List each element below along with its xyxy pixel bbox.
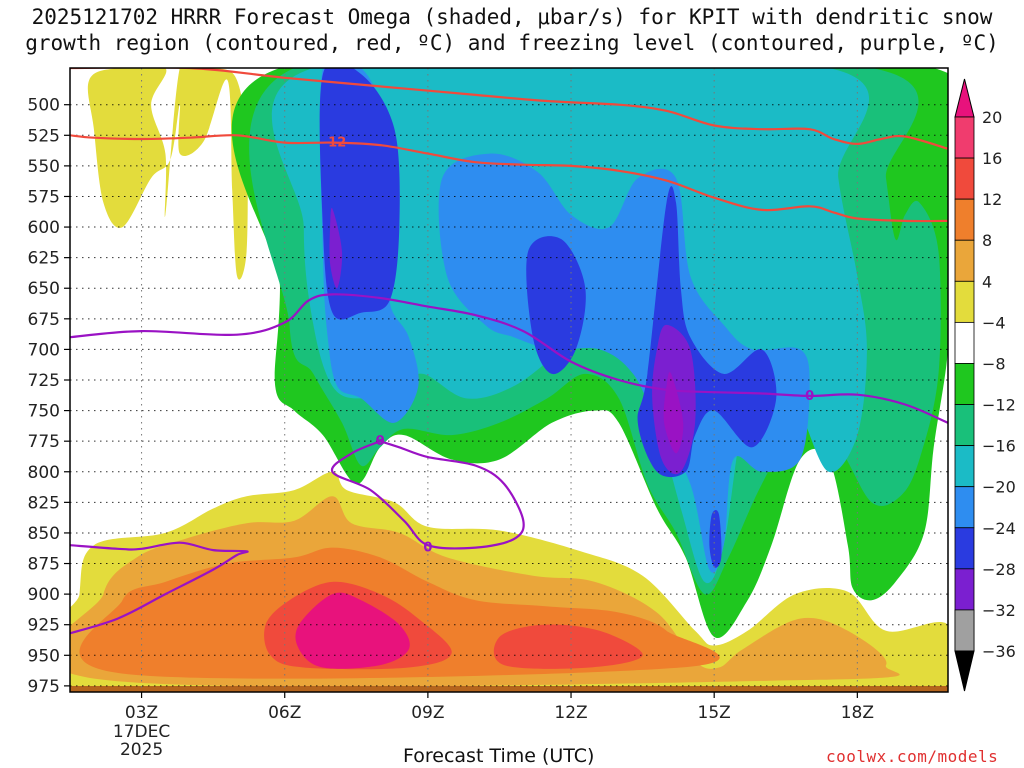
y-tick-label-725: 725 — [28, 371, 60, 391]
colorbar-swatch-3 — [954, 239, 975, 282]
y-tick-label-700: 700 — [28, 340, 60, 360]
colorbar-swatch-11 — [954, 568, 975, 611]
y-tick-label-625: 625 — [28, 249, 60, 269]
colorbar-label-10: −24 — [982, 519, 1016, 538]
y-tick-label-875: 875 — [28, 555, 60, 575]
freezing-level-contour — [70, 293, 948, 424]
y-tick-label-650: 650 — [28, 279, 60, 299]
colorbar-label-0: 20 — [982, 108, 1002, 127]
colorbar-swatch-6 — [954, 363, 975, 405]
colorbar-label-9: −20 — [982, 478, 1016, 497]
contour-lines — [70, 68, 948, 635]
colorbar-label-3: 8 — [982, 231, 992, 250]
colorbar-label-4: 4 — [982, 272, 992, 291]
y-tick-label-600: 600 — [28, 218, 60, 238]
chart-title: 2025121702 HRRR Forecast Omega (shaded, … — [0, 4, 1024, 56]
chart-title-line-1: 2025121702 HRRR Forecast Omega (shaded, … — [31, 5, 993, 29]
contour-label-1: 0 — [376, 434, 385, 449]
colorbar-swatch-10 — [954, 527, 975, 570]
colorbar-swatch-9 — [954, 486, 975, 529]
colorbar-swatch-last — [954, 609, 975, 652]
colorbar-label-11: −28 — [982, 560, 1016, 579]
colorbar-label-13: −36 — [982, 642, 1016, 661]
y-tick-label-775: 775 — [28, 432, 60, 452]
colorbar-label-2: 12 — [982, 190, 1002, 209]
y-tick-label-825: 825 — [28, 493, 60, 513]
omega-shading — [70, 68, 948, 692]
colorbar: 20 16 12 8 4 −4 −8 −12 −16 −20 −24 −28 −32 −36 — [954, 78, 1016, 692]
y-tick-label-750: 750 — [28, 402, 60, 422]
colorbar-label-7: −12 — [982, 396, 1016, 415]
chart-title-line-2: growth region (contoured, red, ºC) and f… — [25, 31, 999, 55]
colorbar-label-1: 16 — [982, 149, 1002, 168]
x-tick-sublabel-2025: 2025 — [120, 740, 163, 760]
colorbar-swatch-2 — [954, 198, 975, 241]
freezing-level-loop-contour — [330, 438, 525, 550]
colorbar-swatch-0 — [954, 116, 975, 159]
y-tick-label-900: 900 — [28, 585, 60, 605]
x-tick-label-15Z: 15Z — [698, 703, 731, 723]
colorbar-label-6: −8 — [982, 354, 1006, 373]
y-tick-label-925: 925 — [28, 616, 60, 636]
contour-labels: 12 0 0 0 — [328, 136, 814, 556]
y-tick-label-975: 975 — [28, 677, 60, 697]
x-tick-sublabel-17DEC: 17DEC — [113, 722, 170, 742]
omega-region-17 — [493, 624, 643, 669]
y-tick-label-950: 950 — [28, 646, 60, 666]
contour-label-2: 0 — [423, 541, 432, 556]
colorbar-swatch-4 — [954, 280, 975, 323]
colorbar-bottom-arrow — [954, 650, 975, 692]
x-tick-label-03Z: 03Z — [125, 703, 158, 723]
colorbar-top-arrow — [954, 78, 975, 118]
y-tick-label-850: 850 — [28, 524, 60, 544]
colorbar-swatch-5 — [954, 321, 975, 364]
y-axis: 500 525 550 575 600 625 650 675 700 725 750 775 800 8… — [28, 96, 70, 697]
omega-region-7 — [526, 236, 586, 375]
y-tick-label-500: 500 — [28, 96, 60, 116]
colorbar-label-5: −4 — [982, 313, 1006, 332]
x-tick-label-09Z: 09Z — [411, 703, 444, 723]
y-tick-label-575: 575 — [28, 187, 60, 207]
omega-region-18 — [295, 592, 410, 669]
contour-label-3: 0 — [805, 389, 814, 404]
y-tick-label-550: 550 — [28, 157, 60, 177]
credit-link[interactable]: coolwx.com/models — [826, 747, 999, 766]
contour-label-0: 12 — [328, 136, 346, 151]
omega-region-12 — [663, 372, 684, 454]
colorbar-label-8: −16 — [982, 437, 1016, 456]
colorbar-swatch-1 — [954, 157, 975, 200]
grid-lines — [70, 68, 948, 692]
x-axis-label: Forecast Time (UTC) — [403, 745, 595, 767]
omega-region-9 — [709, 509, 722, 568]
colorbar-swatch-8 — [954, 445, 975, 488]
y-tick-label-800: 800 — [28, 463, 60, 483]
freezing-level-low-contour — [70, 541, 249, 635]
dendritic-lower-contour — [70, 134, 948, 223]
dendritic-upper-contour — [70, 68, 948, 150]
colorbar-swatch-7 — [954, 404, 975, 447]
x-tick-label-06Z: 06Z — [268, 703, 301, 723]
omega-region-0 — [87, 68, 248, 280]
y-tick-label-525: 525 — [28, 126, 60, 146]
y-tick-label-675: 675 — [28, 310, 60, 330]
colorbar-label-12: −32 — [982, 601, 1016, 620]
x-tick-label-18Z: 18Z — [841, 703, 874, 723]
omega-region-10 — [329, 207, 343, 289]
ground-strip — [70, 686, 948, 692]
x-tick-label-12Z: 12Z — [554, 703, 587, 723]
